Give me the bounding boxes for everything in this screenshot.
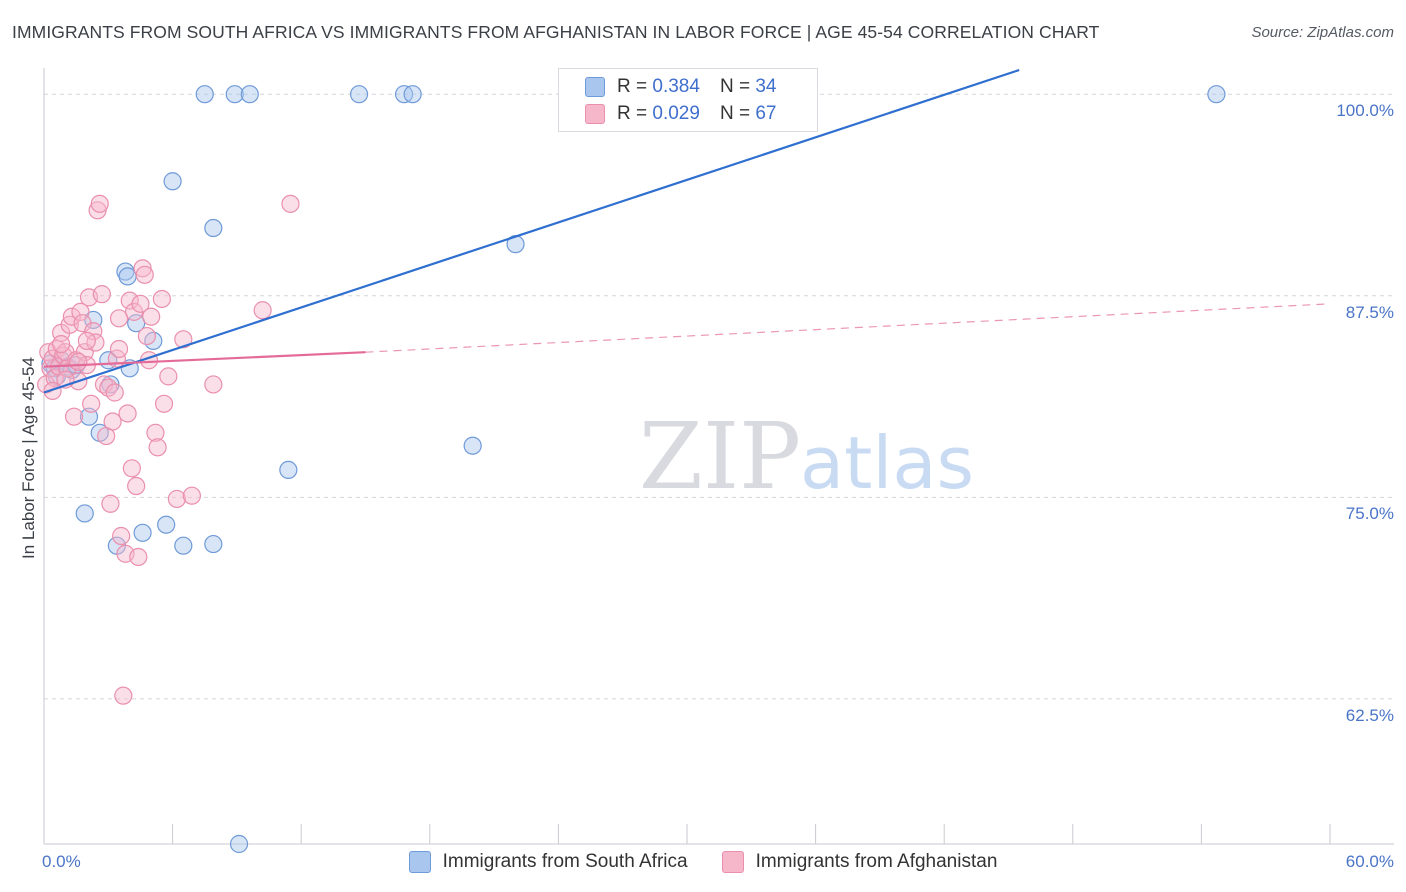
chart-title: IMMIGRANTS FROM SOUTH AFRICA VS IMMIGRAN… bbox=[12, 22, 1100, 42]
trend-line-afghanistan bbox=[43, 351, 366, 368]
point-south-africa bbox=[279, 460, 298, 479]
trend-line-south-africa bbox=[43, 68, 1020, 394]
y-tick-label: 62.5% bbox=[1345, 705, 1394, 725]
point-afghanistan bbox=[109, 309, 129, 328]
legend-swatch-south-africa bbox=[585, 77, 605, 97]
y-axis-label: In Labor Force | Age 45-54 bbox=[19, 357, 38, 559]
legend-n-value: 34 bbox=[755, 76, 777, 97]
legend-row-south-africa: R = 0.384 N = 34 bbox=[585, 74, 776, 100]
point-afghanistan bbox=[118, 404, 137, 423]
point-afghanistan bbox=[43, 381, 62, 400]
point-afghanistan bbox=[129, 547, 148, 567]
y-tick-label: 87.5% bbox=[1345, 302, 1394, 322]
point-south-africa bbox=[204, 534, 223, 554]
point-afghanistan bbox=[135, 265, 154, 284]
point-afghanistan bbox=[77, 331, 96, 350]
point-south-africa bbox=[75, 504, 94, 523]
series-legend-south-africa[interactable]: Immigrants from South Africa bbox=[408, 851, 688, 873]
point-afghanistan bbox=[84, 322, 103, 341]
point-south-africa bbox=[118, 267, 137, 286]
point-south-africa bbox=[163, 172, 182, 191]
legend-r-value: 0.029 bbox=[652, 103, 700, 124]
point-afghanistan bbox=[64, 407, 84, 426]
y-tick-label: 100.0% bbox=[1336, 101, 1394, 121]
points-layer bbox=[37, 85, 1226, 854]
point-afghanistan bbox=[152, 289, 171, 309]
legend-n-label: N = bbox=[719, 76, 751, 97]
point-south-africa bbox=[229, 834, 249, 854]
point-afghanistan bbox=[127, 476, 146, 496]
trend-extension-afghanistan bbox=[365, 303, 1331, 353]
grid-layer bbox=[44, 93, 1394, 700]
point-afghanistan bbox=[253, 301, 272, 320]
x-tick-label: 0.0% bbox=[42, 852, 81, 871]
point-afghanistan bbox=[174, 330, 193, 349]
series-legend-label: Immigrants from South Africa bbox=[442, 851, 688, 872]
point-afghanistan bbox=[103, 412, 122, 431]
point-afghanistan bbox=[146, 423, 165, 442]
x-tick-label: 60.0% bbox=[1345, 852, 1394, 871]
point-afghanistan bbox=[204, 375, 223, 394]
point-afghanistan bbox=[159, 367, 178, 386]
point-south-africa bbox=[127, 314, 146, 333]
legend-n-value: 67 bbox=[755, 103, 777, 124]
point-south-africa bbox=[157, 515, 176, 534]
series-swatch-south-africa bbox=[408, 851, 431, 873]
trend-layer bbox=[43, 68, 1331, 394]
legend-r-label: R = bbox=[617, 76, 648, 97]
point-south-africa bbox=[240, 85, 259, 104]
watermark-text: ZIP bbox=[639, 403, 801, 510]
point-south-africa bbox=[204, 218, 223, 238]
point-afghanistan bbox=[167, 489, 186, 509]
point-afghanistan bbox=[105, 383, 124, 402]
point-afghanistan bbox=[142, 307, 161, 326]
axis-layer bbox=[43, 68, 1394, 845]
point-south-africa bbox=[225, 85, 244, 104]
legend-r-label: R = bbox=[617, 103, 648, 124]
point-south-africa bbox=[463, 436, 482, 455]
point-afghanistan bbox=[182, 486, 201, 505]
series-legend: Immigrants from South Africa Immigrants … bbox=[0, 851, 1406, 873]
point-afghanistan bbox=[120, 291, 139, 310]
point-afghanistan bbox=[92, 285, 111, 304]
point-afghanistan bbox=[82, 394, 101, 413]
watermark: ZIP atlas bbox=[639, 403, 974, 510]
point-south-africa bbox=[133, 523, 152, 542]
point-afghanistan bbox=[131, 294, 150, 313]
point-south-africa bbox=[1207, 85, 1226, 104]
point-afghanistan bbox=[90, 194, 109, 213]
point-afghanistan bbox=[148, 438, 167, 457]
stats-legend: R = 0.384 N = 34 R = 0.029 N = 67 bbox=[558, 68, 818, 132]
point-south-africa bbox=[349, 85, 369, 104]
point-afghanistan bbox=[281, 194, 300, 213]
point-afghanistan bbox=[52, 335, 71, 354]
legend-swatch-afghanistan bbox=[585, 104, 605, 124]
point-afghanistan bbox=[114, 686, 133, 705]
point-afghanistan bbox=[137, 326, 156, 346]
source-label: Source: ZipAtlas.com bbox=[1251, 24, 1394, 41]
point-afghanistan bbox=[154, 394, 174, 413]
legend-r-value: 0.384 bbox=[652, 76, 700, 97]
point-afghanistan bbox=[69, 352, 88, 371]
point-afghanistan bbox=[112, 526, 131, 546]
point-south-africa bbox=[195, 85, 214, 104]
series-legend-label: Immigrants from Afghanistan bbox=[755, 851, 998, 872]
series-swatch-afghanistan bbox=[721, 851, 744, 873]
point-afghanistan bbox=[109, 339, 129, 359]
watermark-text-atlas: atlas bbox=[800, 421, 974, 505]
y-tick-label: 75.0% bbox=[1345, 504, 1394, 524]
point-afghanistan bbox=[62, 307, 81, 326]
legend-row-afghanistan: R = 0.029 N = 67 bbox=[585, 101, 776, 127]
point-south-africa bbox=[174, 536, 193, 555]
point-afghanistan bbox=[122, 459, 141, 478]
legend-n-label: N = bbox=[719, 103, 751, 124]
point-afghanistan bbox=[71, 302, 90, 321]
series-legend-afghanistan[interactable]: Immigrants from Afghanistan bbox=[721, 851, 998, 873]
point-afghanistan bbox=[101, 494, 120, 513]
point-south-africa bbox=[403, 85, 422, 104]
